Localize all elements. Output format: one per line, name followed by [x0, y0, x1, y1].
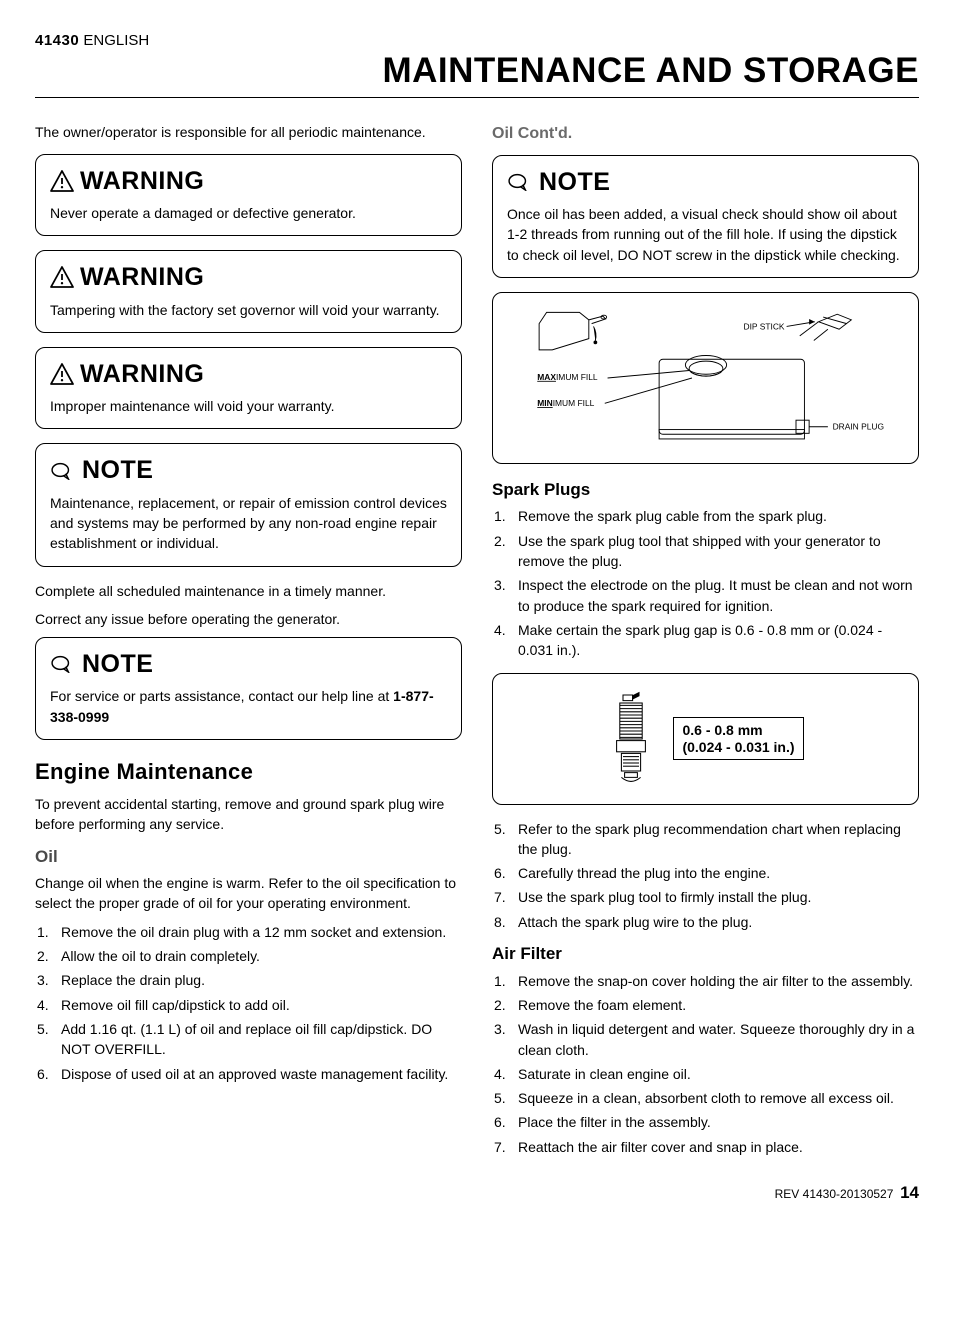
oil-steps: Remove the oil drain plug with a 12 mm s… [35, 922, 462, 1084]
list-item: Use the spark plug tool to firmly instal… [492, 887, 919, 907]
oil-heading: Oil [35, 845, 462, 870]
intro-text: The owner/operator is responsible for al… [35, 122, 462, 142]
warning-body: Tampering with the factory set governor … [50, 300, 447, 320]
spark-plug-icon [607, 684, 655, 794]
list-item: Attach the spark plug wire to the plug. [492, 912, 919, 932]
oil-contd: Oil Cont'd. [492, 122, 919, 145]
right-column: Oil Cont'd. NOTE Once oil has been added… [492, 122, 919, 1162]
warning-callout-3: WARNING Improper maintenance will void y… [35, 347, 462, 430]
note-callout-1: NOTE Maintenance, replacement, or repair… [35, 443, 462, 566]
note-body: For service or parts assistance, contact… [50, 686, 447, 727]
maintenance-text-1: Complete all scheduled maintenance in a … [35, 581, 462, 601]
note-title: NOTE [539, 164, 610, 200]
warning-title: WARNING [80, 356, 204, 392]
list-item: Wash in liquid detergent and water. Sque… [492, 1019, 919, 1060]
model-lang: ENGLISH [83, 32, 149, 49]
note-callout-3: NOTE Once oil has been added, a visual c… [492, 155, 919, 278]
list-item: Squeeze in a clean, absorbent cloth to r… [492, 1088, 919, 1108]
list-item: Inspect the electrode on the plug. It mu… [492, 575, 919, 616]
maintenance-text-2: Correct any issue before operating the g… [35, 609, 462, 629]
list-item: Saturate in clean engine oil. [492, 1064, 919, 1084]
footer-page: 14 [900, 1183, 919, 1202]
note-icon [507, 171, 533, 193]
oil-diagram: DIP STICK DRAIN PLUG [492, 292, 919, 464]
list-item: Make certain the spark plug gap is 0.6 -… [492, 620, 919, 661]
warning-callout-1: WARNING Never operate a damaged or defec… [35, 154, 462, 237]
list-item: Dispose of used oil at an approved waste… [35, 1064, 462, 1084]
max-prefix: MAX [537, 372, 556, 382]
warning-body: Never operate a damaged or defective gen… [50, 203, 447, 223]
warning-title: WARNING [80, 163, 204, 199]
spark-heading: Spark Plugs [492, 478, 919, 503]
warning-body: Improper maintenance will void your warr… [50, 396, 447, 416]
list-item: Reattach the air filter cover and snap i… [492, 1137, 919, 1157]
list-item: Carefully thread the plug into the engin… [492, 863, 919, 883]
note-body: Once oil has been added, a visual check … [507, 204, 904, 265]
page-title: MAINTENANCE AND STORAGE [382, 51, 919, 90]
note-title: NOTE [82, 646, 153, 682]
warning-callout-2: WARNING Tampering with the factory set g… [35, 250, 462, 333]
spark-gap-box: 0.6 - 0.8 mm (0.024 - 0.031 in.) [673, 717, 803, 761]
svg-text:MINIMUM FILL: MINIMUM FILL [537, 398, 594, 408]
warning-icon [50, 170, 74, 192]
max-rest: IMUM FILL [555, 372, 597, 382]
warning-title: WARNING [80, 259, 204, 295]
page-footer: REV 41430-20130527 14 [35, 1181, 919, 1206]
note-callout-2: NOTE For service or parts assistance, co… [35, 637, 462, 740]
spark-steps-a: Remove the spark plug cable from the spa… [492, 506, 919, 660]
list-item: Remove the spark plug cable from the spa… [492, 506, 919, 526]
left-column: The owner/operator is responsible for al… [35, 122, 462, 1162]
note-icon [50, 460, 76, 482]
note-body: Maintenance, replacement, or repair of e… [50, 493, 447, 554]
min-rest: IMUM FILL [552, 398, 594, 408]
drainplug-label: DRAIN PLUG [832, 421, 883, 431]
note-title: NOTE [82, 452, 153, 488]
list-item: Allow the oil to drain completely. [35, 946, 462, 966]
list-item: Remove the foam element. [492, 995, 919, 1015]
list-item: Place the filter in the assembly. [492, 1112, 919, 1132]
list-item: Add 1.16 qt. (1.1 L) of oil and replace … [35, 1019, 462, 1060]
air-heading: Air Filter [492, 942, 919, 967]
list-item: Remove the snap-on cover holding the air… [492, 971, 919, 991]
spark-steps-b: Refer to the spark plug recommendation c… [492, 819, 919, 932]
list-item: Remove oil fill cap/dipstick to add oil. [35, 995, 462, 1015]
list-item: Remove the oil drain plug with a 12 mm s… [35, 922, 462, 942]
dipstick-label: DIP STICK [743, 321, 784, 331]
air-steps: Remove the snap-on cover holding the air… [492, 971, 919, 1157]
list-item: Use the spark plug tool that shipped wit… [492, 531, 919, 572]
min-prefix: MIN [537, 398, 552, 408]
footer-rev: REV 41430-20130527 [775, 1187, 894, 1201]
note-icon [50, 653, 76, 675]
header-rule [35, 97, 919, 98]
svg-text:MAXIMUM FILL: MAXIMUM FILL [537, 372, 598, 382]
engine-intro: To prevent accidental starting, remove a… [35, 794, 462, 835]
model-line: 41430 ENGLISH [35, 30, 149, 52]
list-item: Replace the drain plug. [35, 970, 462, 990]
spark-diagram: 0.6 - 0.8 mm (0.024 - 0.031 in.) [492, 673, 919, 805]
spark-gap-mm: 0.6 - 0.8 mm [682, 722, 794, 739]
engine-maintenance-heading: Engine Maintenance [35, 756, 462, 788]
list-item: Refer to the spark plug recommendation c… [492, 819, 919, 860]
warning-icon [50, 363, 74, 385]
spark-gap-in: (0.024 - 0.031 in.) [682, 739, 794, 756]
warning-icon [50, 266, 74, 288]
oil-intro: Change oil when the engine is warm. Refe… [35, 873, 462, 914]
note-body-text: For service or parts assistance, contact… [50, 688, 393, 704]
model-number: 41430 [35, 32, 79, 49]
